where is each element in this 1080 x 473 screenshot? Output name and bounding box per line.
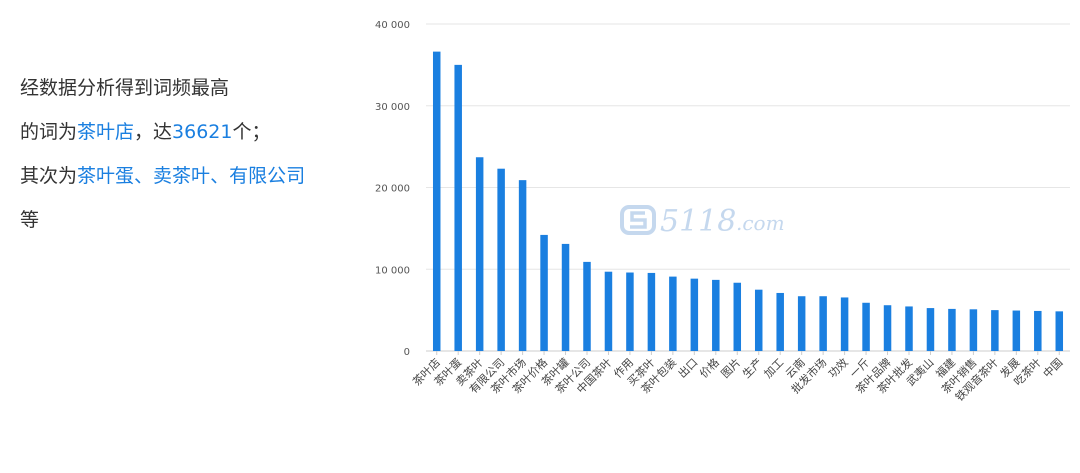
watermark-suffix: .com <box>736 211 785 235</box>
bar <box>1055 311 1064 351</box>
summary-line1-text: 经数据分析得到词频最高 <box>20 77 230 99</box>
summary-line-1: 经数据分析得到词频最高 <box>20 66 365 110</box>
summary-line2-prefix: 的词为 <box>20 121 78 143</box>
bar <box>1034 310 1042 351</box>
fourth-word-highlight: 有限公司 <box>229 165 306 187</box>
bar <box>540 234 548 351</box>
x-category-label: 功效 <box>825 355 850 380</box>
bar <box>883 305 892 351</box>
x-category-label: 图片 <box>719 356 744 381</box>
summary-line-4: 等 <box>20 198 365 242</box>
x-category-label: 出口 <box>675 355 700 380</box>
summary-text: 经数据分析得到词频最高 的词为茶叶店，达36621个； 其次为茶叶蛋、卖茶叶、有… <box>20 66 365 242</box>
bar <box>926 308 935 351</box>
bar <box>690 278 699 351</box>
bar <box>840 297 849 351</box>
bar <box>1012 310 1021 351</box>
y-tick-label: 40 000 <box>375 20 410 31</box>
watermark-text: 5118 <box>660 204 736 239</box>
y-tick-label: 10 000 <box>375 265 410 276</box>
top-word-highlight: 茶叶店 <box>77 121 135 143</box>
second-word-highlight: 茶叶蛋 <box>77 165 135 187</box>
y-tick-labels: 0 10 000 20 000 30 000 40 000 <box>375 20 410 358</box>
bar <box>969 309 978 351</box>
separator-2: 、 <box>210 165 230 187</box>
bar <box>991 310 999 351</box>
bar <box>561 243 570 351</box>
separator-1: 、 <box>134 165 154 187</box>
bar <box>862 302 870 351</box>
bar <box>733 282 742 351</box>
bar <box>432 51 441 352</box>
y-tick-label: 20 000 <box>375 184 410 195</box>
bar <box>626 272 634 351</box>
bar <box>948 308 956 351</box>
top-count-highlight: 36621 <box>172 121 233 143</box>
x-category-label: 中国 <box>1041 356 1066 381</box>
y-tick-label: 30 000 <box>375 102 410 113</box>
summary-line-3: 其次为茶叶蛋、卖茶叶、有限公司 <box>20 154 365 198</box>
bars <box>432 51 1064 352</box>
bar <box>754 289 763 351</box>
summary-line4-text: 等 <box>20 209 40 231</box>
summary-line2-mid: ，达 <box>134 121 173 143</box>
bar <box>669 276 677 351</box>
x-category-labels: 茶叶店茶叶蛋卖茶叶有限公司茶叶市场茶叶价格茶叶罐茶叶公司中国茶叶作用买茶叶茶叶包… <box>410 351 1066 404</box>
bar <box>819 296 827 351</box>
bar <box>454 64 462 351</box>
summary-line3-prefix: 其次为 <box>20 165 78 187</box>
bar <box>712 279 720 351</box>
x-category-label: 价格 <box>696 355 721 380</box>
y-tick-label: 0 <box>404 347 410 358</box>
summary-line2-suffix: 个； <box>232 121 271 143</box>
summary-line-2: 的词为茶叶店，达36621个； <box>20 110 365 154</box>
bar <box>647 272 656 351</box>
x-category-label: 加工 <box>762 356 787 381</box>
bar <box>497 168 505 351</box>
bar <box>905 306 913 351</box>
watermark-s-icon <box>620 205 656 235</box>
bar <box>475 157 484 351</box>
grid-lines <box>426 23 1070 352</box>
bar <box>604 271 613 351</box>
bar <box>583 261 591 351</box>
x-category-label: 生产 <box>739 355 764 380</box>
bar <box>518 180 527 351</box>
bar <box>797 296 806 351</box>
third-word-highlight: 卖茶叶 <box>153 165 211 187</box>
watermark-logo: 5118 .com <box>620 204 785 239</box>
bar <box>776 292 784 351</box>
